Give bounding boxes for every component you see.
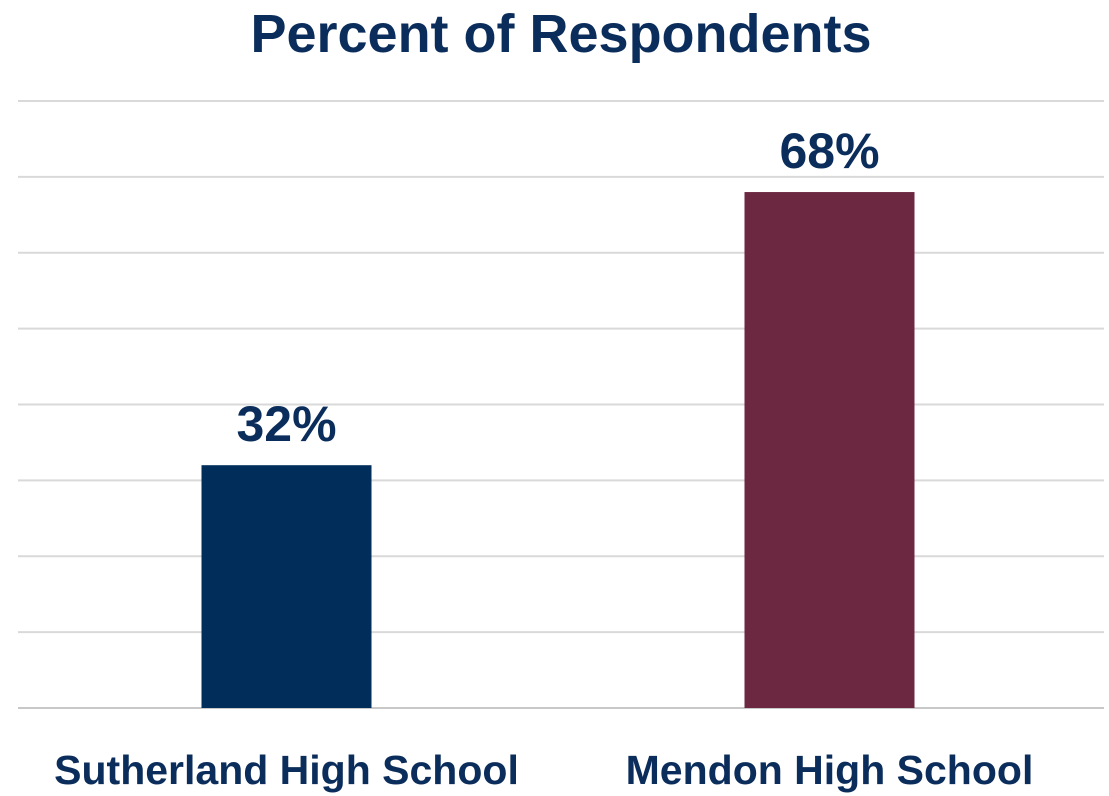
category-labels: Sutherland High School Mendon High School [54,747,1033,793]
data-label-1: 32% [236,396,336,452]
bars [201,192,915,709]
bar-2 [744,192,915,709]
data-label-2: 68% [779,123,879,179]
category-label-1: Sutherland High School [54,747,519,793]
data-labels: 32% 68% [236,123,879,452]
category-label-2: Mendon High School [626,747,1034,793]
gridlines [18,100,1104,709]
bar-1 [201,465,372,708]
chart-title: Percent of Respondents [250,4,871,64]
